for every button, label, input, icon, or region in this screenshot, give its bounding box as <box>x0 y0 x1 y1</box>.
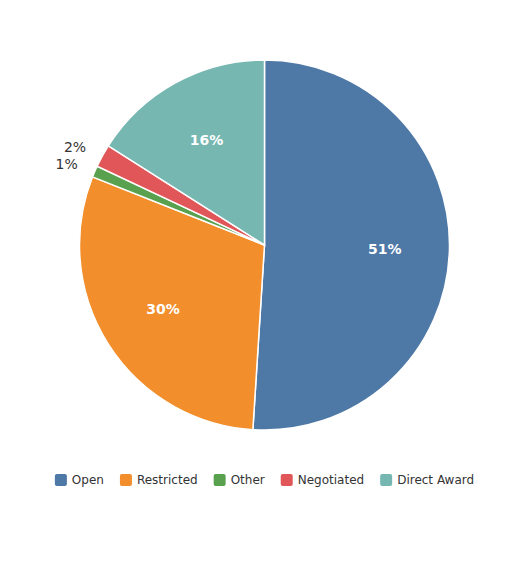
data-label: 1% <box>56 156 78 172</box>
legend-label: Direct Award <box>397 473 474 487</box>
legend-swatch <box>55 474 67 486</box>
data-label: 16% <box>190 132 224 148</box>
data-labels: 51% 30% 1%2% 16% <box>56 132 402 318</box>
legend-label: Open <box>72 473 104 487</box>
legend-label: Negotiated <box>298 473 364 487</box>
legend-swatch <box>214 474 226 486</box>
legend-item: Negotiated <box>281 473 364 487</box>
legend-swatch <box>281 474 293 486</box>
legend-swatch <box>380 474 392 486</box>
legend-label: Restricted <box>137 473 198 487</box>
pie-slice <box>108 60 264 245</box>
legend-label: Other <box>231 473 265 487</box>
legend-item: Direct Award <box>380 473 474 487</box>
pie <box>79 60 449 430</box>
legend: Open Restricted Other Negotiated Direct Awar… <box>55 473 474 487</box>
data-label: 2% <box>64 139 86 155</box>
legend-item: Other <box>214 473 265 487</box>
pie-slice <box>253 60 450 430</box>
data-label: 51% <box>368 241 402 257</box>
legend-swatch <box>120 474 132 486</box>
legend-item: Restricted <box>120 473 198 487</box>
data-label: 30% <box>146 301 180 317</box>
legend-item: Open <box>55 473 104 487</box>
chart: 51% 30% 1%2% 16% Open Restricted Other Negotiat… <box>0 0 529 567</box>
